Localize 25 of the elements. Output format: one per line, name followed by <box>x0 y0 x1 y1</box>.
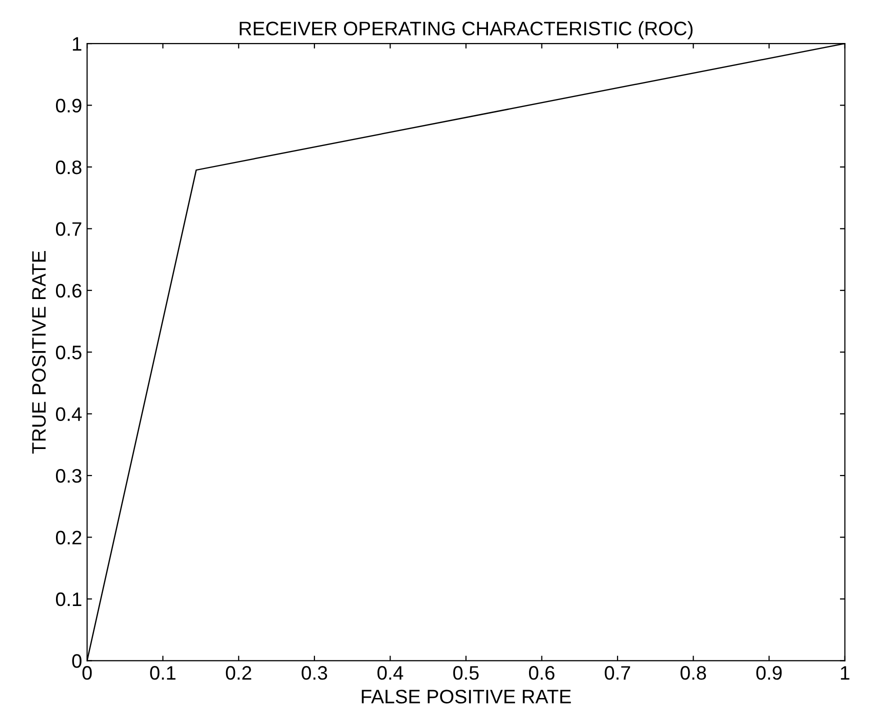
x-tick-label: 1 <box>840 666 850 680</box>
x-tick-label: 0.5 <box>453 666 479 680</box>
y-tick-label: 0.4 <box>56 407 82 422</box>
y-tick-label: 0.1 <box>56 592 82 606</box>
x-axis-title: FALSE POSITIVE RATE <box>362 690 571 704</box>
x-tick-label: 0.1 <box>150 666 176 680</box>
x-tick-label: 0.9 <box>756 666 782 680</box>
y-tick-label: 0.9 <box>56 98 82 113</box>
x-tick-label: 0.6 <box>529 666 554 680</box>
y-tick-label: 0.3 <box>56 469 82 483</box>
y-tick-label: 0.7 <box>56 222 82 236</box>
x-tick-label: 0.7 <box>604 666 630 680</box>
y-tick-label: 0 <box>72 654 82 668</box>
x-tick-label: 0.8 <box>680 666 706 680</box>
y-tick-label: 0.6 <box>56 284 82 298</box>
x-tick-label: 0.3 <box>302 666 328 680</box>
y-axis-title: TRUE POSITIVE RATE <box>32 251 46 454</box>
x-tick-label: 0 <box>82 666 92 680</box>
x-tick-label: 0.4 <box>377 666 404 680</box>
x-tick-label: 0.2 <box>226 666 252 680</box>
y-tick-label: 0.5 <box>56 346 82 360</box>
y-tick-label: 1 <box>72 37 82 51</box>
y-tick-label: 0.8 <box>56 160 82 174</box>
chart-title: RECEIVER OPERATING CHARACTERISTIC (ROC) <box>240 21 693 40</box>
y-tick-label: 0.2 <box>56 530 82 544</box>
